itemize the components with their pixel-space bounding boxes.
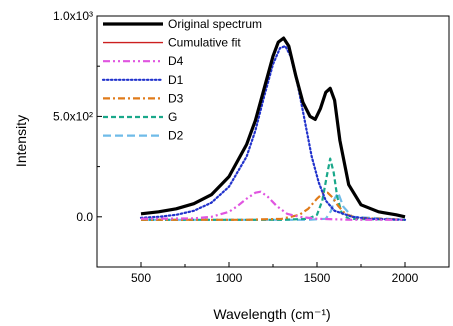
x-tick-label: 1000 xyxy=(216,271,243,285)
series-line-d1 xyxy=(139,45,407,221)
x-axis-title: Wavelength (cm⁻¹) xyxy=(213,306,330,322)
series-line-g xyxy=(141,157,406,221)
series-line-d4 xyxy=(140,190,405,221)
y-tick-label: 1.0x10³ xyxy=(53,9,93,23)
legend-label: D3 xyxy=(168,91,184,105)
x-tick-label: 2000 xyxy=(392,271,419,285)
legend: Original spectrum Cumulative fit D4 D1 D3 G D2 xyxy=(101,17,262,143)
series-line-original-spectrum xyxy=(140,36,406,219)
x-tick-label: 500 xyxy=(131,271,151,285)
legend-label: D4 xyxy=(168,54,184,68)
y-axis-title: Intensity xyxy=(13,115,29,167)
x-tick-label: 1500 xyxy=(304,271,331,285)
legend-label: G xyxy=(168,110,177,124)
series-line-d2 xyxy=(141,191,406,221)
y-tick-label: 0.0 xyxy=(76,210,93,224)
y-tick-label: 5.0x10² xyxy=(53,109,93,123)
legend-label: D1 xyxy=(168,73,184,87)
legend-label: Original spectrum xyxy=(168,17,262,31)
legend-label: Cumulative fit xyxy=(168,36,241,50)
legend-label: D2 xyxy=(168,129,184,143)
